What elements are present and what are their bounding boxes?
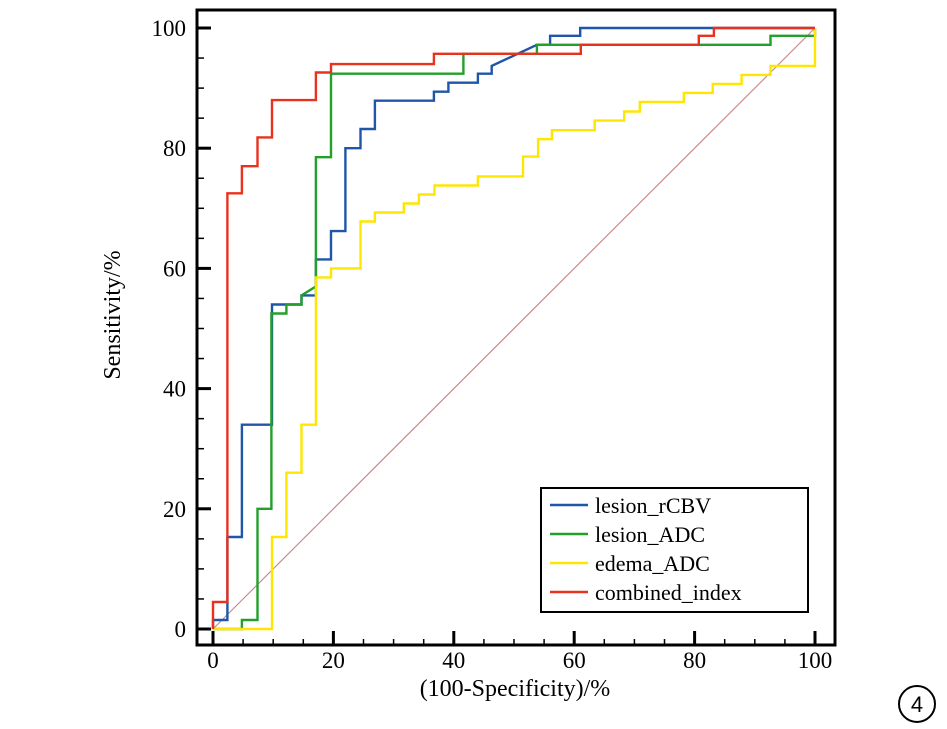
legend-label: lesion_ADC [595,522,705,547]
reference-line [212,27,816,630]
y-tick-label: 0 [175,617,187,642]
series-line-edema-ADC [213,28,817,631]
legend: lesion_rCBV lesion_ADC edema_ADC combined_i… [540,487,809,613]
x-tick-label: 20 [322,648,345,673]
plot-frame [195,8,837,647]
x-tick-label: 40 [442,648,465,673]
y-axis-title: Sensitivity/% [100,250,126,379]
y-tick-label: 40 [163,377,186,402]
reference-diagonal-layer [212,27,816,630]
series-layer [211,26,817,631]
legend-label: combined_index [595,580,742,605]
panel-label-text: 4 [911,692,923,717]
legend-label: edema_ADC [595,551,710,576]
x-tick-label: 0 [207,648,219,673]
tick-layer: 0 20 40 60 80 100 0 20 40 60 80 100 [152,16,833,673]
legend-label: lesion_rCBV [595,493,711,518]
series-line-combined-index [211,26,815,629]
y-tick-label: 100 [152,16,187,41]
x-tick-label: 60 [563,648,586,673]
y-tick-label: 80 [163,136,186,161]
x-tick-label: 100 [798,648,833,673]
y-tick-label: 60 [163,256,186,281]
x-tick-label: 80 [683,648,706,673]
panel-label-circle [898,685,936,723]
series-line-lesion-rCBV [211,26,815,629]
panel-label: 4 [898,685,936,723]
x-axis-title: (100-Specificity)/% [420,676,611,702]
y-tick-label: 20 [163,497,186,522]
